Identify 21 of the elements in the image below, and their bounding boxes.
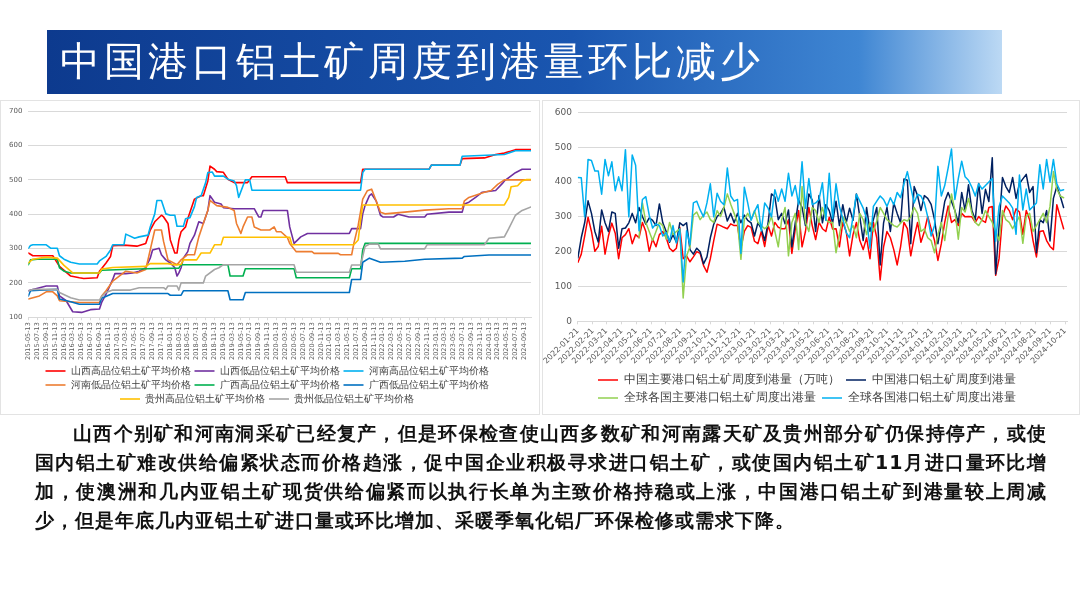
legend-label: 贵州高品位铝土矿平均价格 <box>145 392 265 404</box>
y-tick-label: 0 <box>566 315 573 326</box>
y-tick-label: 600 <box>554 106 573 117</box>
legend-label: 全球各国主要港口铝土矿周度出港量 <box>624 390 816 405</box>
legend-label: 广西高品位铝土矿平均价格 <box>219 378 340 390</box>
legend-label: 广西低品位铝土矿平均价格 <box>368 378 489 390</box>
y-tick-label: 400 <box>554 176 573 187</box>
text: 山西个别矿和河南洞采矿已经复产，但是环保检查使山西多数矿和河南露天矿及贵州部分矿仍保持停产，或使国内铝土矿难改供给偏紧状态而价格趋涨，促中国企业积极寻求进口铝土矿，或使国内铝土矿11月进口量环比增加，使澳洲和几内亚铝土矿现货供给偏紧而以执行长单为主致价格持稳或上涨，中国港口铝土矿到港量较上周减少，但是年底几内亚铝土矿进口量或环比增加、采暖季氧化铝厂环保检修或需求下降。 <box>35 421 1047 533</box>
y-tick-label: 100 <box>554 280 573 291</box>
legend-label: 中国港口铝土矿周度到港量 <box>872 372 1016 387</box>
legend-label: 河南低品位铝土矿平均价格 <box>70 378 191 390</box>
legend-label: 山西低品位铝土矿平均价格 <box>219 364 340 376</box>
y-tick-label: 300 <box>554 211 573 222</box>
legend-label: 贵州低品位铝土矿平均价格 <box>294 392 414 404</box>
chart-title: 中国港口铝土矿周度到港量环比减少 <box>60 37 764 86</box>
legend-label: 中国主要港口铝土矿周度到港量（万吨） <box>624 372 840 387</box>
legend-label: 山西高品位铝土矿平均价格 <box>70 364 191 376</box>
legend-label: 河南高品位铝土矿平均价格 <box>368 364 489 376</box>
y-tick-label: 200 <box>554 246 573 257</box>
legend-label: 全球各国港口铝土矿周度出港量 <box>848 390 1016 405</box>
y-tick-label: 500 <box>554 141 573 152</box>
